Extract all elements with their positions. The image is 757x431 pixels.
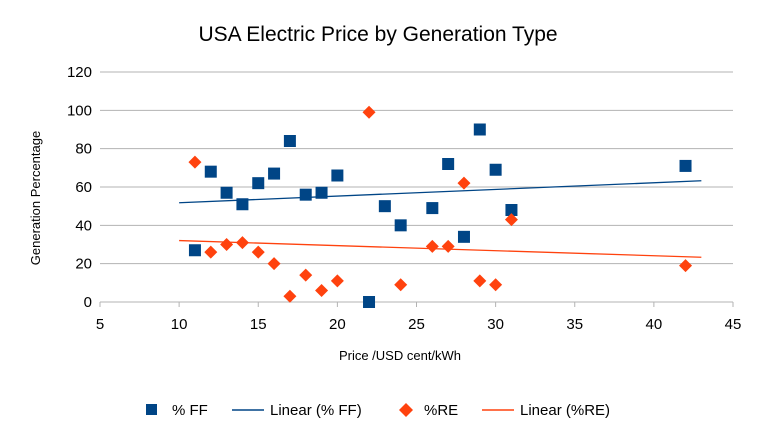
point-re	[299, 268, 313, 282]
trendlines	[179, 180, 702, 258]
point-ff	[426, 202, 439, 215]
point-re	[204, 245, 218, 259]
point-re	[504, 213, 518, 227]
legend-label-ff-trend: Linear (% FF)	[270, 402, 362, 419]
point-re	[283, 289, 297, 303]
point-re	[425, 239, 439, 253]
legend-label-re: %RE	[424, 402, 458, 419]
x-tick-label: 30	[487, 316, 504, 333]
point-re	[188, 155, 202, 169]
point-ff	[331, 169, 344, 182]
y-tick-label: 40	[75, 217, 92, 234]
point-ff	[315, 186, 328, 199]
point-re	[220, 238, 234, 251]
chart-title: USA Electric Price by Generation Type	[198, 23, 557, 46]
gridlines	[100, 71, 733, 303]
point-ff	[220, 186, 233, 199]
data-points	[188, 105, 693, 308]
point-ff	[204, 165, 217, 178]
x-tick-label: 40	[646, 316, 663, 333]
y-axis-label: Generation Percentage	[28, 131, 43, 265]
point-re	[441, 239, 455, 253]
x-tick-label: 35	[566, 316, 583, 333]
legend-marker-re	[399, 403, 413, 417]
point-ff	[378, 200, 391, 213]
point-ff	[489, 163, 502, 176]
point-ff	[236, 198, 249, 211]
point-ff	[473, 123, 486, 136]
y-tick-label: 80	[75, 141, 92, 158]
point-ff	[299, 188, 312, 201]
x-tick-label: 15	[250, 316, 267, 333]
y-tick-label: 60	[75, 179, 92, 196]
x-tick-label: 25	[408, 316, 425, 333]
point-ff	[457, 230, 470, 243]
legend-marker-ff	[146, 404, 157, 415]
legend-label-re-trend: Linear (%RE)	[520, 402, 610, 419]
y-tick-label: 20	[75, 256, 92, 273]
point-ff	[442, 158, 455, 170]
y-tick-label: 0	[84, 294, 92, 311]
y-tick-label: 120	[67, 64, 92, 81]
point-ff	[679, 159, 692, 172]
point-ff	[505, 204, 518, 216]
point-re	[251, 245, 265, 259]
x-tick-label: 5	[96, 316, 104, 333]
point-re	[330, 274, 344, 288]
point-ff	[283, 135, 296, 147]
point-re	[315, 284, 329, 297]
point-ff	[268, 167, 281, 180]
x-tick-label: 20	[329, 316, 346, 333]
trendline-re	[179, 239, 702, 258]
point-ff	[252, 177, 265, 190]
axes: 0 20 40 60 80 100 120 5 10 15 20 25 30 35 40 45	[67, 64, 741, 333]
point-re	[362, 105, 376, 119]
legend: % FF Linear (% FF) %RE Linear (%RE)	[146, 402, 610, 419]
point-re	[679, 259, 693, 273]
trendline-ff	[179, 180, 702, 204]
point-re	[489, 278, 503, 292]
point-re	[394, 278, 408, 292]
x-tick-label: 10	[171, 316, 188, 333]
point-re	[457, 176, 471, 190]
x-axis-label: Price /USD cent/kWh	[339, 348, 461, 363]
point-ff	[394, 219, 407, 232]
point-re	[473, 274, 487, 288]
point-ff	[363, 296, 376, 308]
point-ff	[188, 244, 201, 257]
legend-label-ff: % FF	[172, 402, 208, 419]
y-tick-label: 100	[67, 102, 92, 119]
point-re	[267, 257, 281, 271]
point-re	[235, 236, 249, 250]
x-tick-label: 45	[725, 316, 742, 333]
